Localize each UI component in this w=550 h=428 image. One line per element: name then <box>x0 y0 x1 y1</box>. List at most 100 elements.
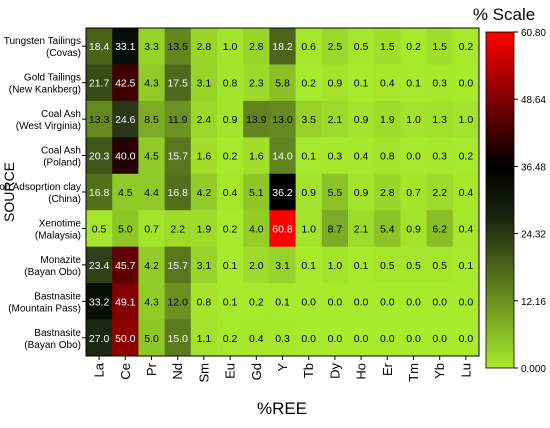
cell-value-label: 5.5 <box>328 187 343 199</box>
row-label-line1: Gold Tailings <box>24 73 81 84</box>
cell-value-label: 2.5 <box>328 41 343 53</box>
cell-value-label: 60.8 <box>272 223 293 235</box>
cell-value-label: 0.1 <box>354 260 369 272</box>
heatmap-cell <box>452 64 480 102</box>
colorbar-ticks: 60.80 48.64 36.48 24.32 12.16 0.000 <box>514 28 546 375</box>
cell-value-label: 1.5 <box>380 41 395 53</box>
heatmap-cell <box>321 173 349 211</box>
cell-value-label: 0.6 <box>301 41 316 53</box>
heatmap-cell <box>374 319 401 357</box>
heatmap-cell <box>452 246 480 284</box>
heatmap-cell <box>374 210 401 248</box>
plot-frame <box>85 27 480 357</box>
cell-value-label: 0.0 <box>301 333 316 345</box>
row-label-line2: (Mountain Pass) <box>8 303 81 314</box>
cell-value-label: 15.7 <box>167 151 188 163</box>
heatmap-cell <box>112 137 139 175</box>
heatmap-cell <box>321 137 349 175</box>
cell-value-label: 0.1 <box>354 78 369 90</box>
cell-value-label: 49.1 <box>115 296 136 308</box>
cell-value-label: 0.2 <box>249 296 264 308</box>
heatmap-cell <box>112 64 139 102</box>
heatmap-cell <box>400 137 427 175</box>
column-label: Yb <box>432 363 447 379</box>
cell-value-label: 0.1 <box>301 260 316 272</box>
cell-value-label: 0.0 <box>328 333 343 345</box>
cell-value-label: 1.9 <box>380 114 395 126</box>
cell-value-label: 40.0 <box>115 151 136 163</box>
heatmap-cell <box>164 64 192 102</box>
heatmap-cell <box>86 28 113 65</box>
heatmap-cell <box>426 210 454 248</box>
colorbar-tick-label: 12.16 <box>521 297 546 308</box>
heatmap-cell <box>269 100 296 138</box>
heatmap-cell <box>295 173 323 211</box>
cell-value-label: 0.3 <box>432 151 447 163</box>
row-label-line1: Coal Ash <box>41 146 81 157</box>
cell-value-label: 0.0 <box>301 296 316 308</box>
heatmap-cell <box>138 283 165 320</box>
heatmap-cell <box>348 283 375 320</box>
column-label: Ce <box>118 363 133 380</box>
heatmap-cells <box>86 28 480 357</box>
heatmap-cell <box>86 64 113 102</box>
cell-value-label: 0.9 <box>406 223 421 235</box>
cell-value-label: 0.0 <box>406 333 421 345</box>
heatmap-cell <box>295 28 323 65</box>
heatmap-cell-labels: 18.4 33.1 3.3 13.5 2.8 1.0 2.8 18.2 0.6 2.5 0.5 1.5… <box>89 41 473 345</box>
cell-value-label: 0.0 <box>328 296 343 308</box>
heatmap-cell <box>217 283 244 320</box>
cell-value-label: 1.6 <box>197 151 212 163</box>
heatmap-cell <box>348 246 375 284</box>
heatmap-cell <box>400 210 427 248</box>
cell-value-label: 0.9 <box>328 78 343 90</box>
heatmap-cell <box>321 283 349 320</box>
heatmap-cell <box>190 210 218 248</box>
heatmap-cell <box>374 246 401 284</box>
heatmap-cell <box>138 319 165 357</box>
heatmap-cell <box>243 283 270 320</box>
cell-value-label: 0.5 <box>406 260 421 272</box>
heatmap-cell <box>426 246 454 284</box>
cell-value-label: 0.4 <box>223 187 238 199</box>
cell-value-label: 13.0 <box>272 114 293 126</box>
heatmap-cell <box>190 64 218 102</box>
cell-value-label: 1.6 <box>249 151 264 163</box>
cell-value-label: 24.6 <box>115 114 136 126</box>
cell-value-label: 45.7 <box>115 260 136 272</box>
heatmap-cell <box>243 100 270 138</box>
heatmap-cell <box>243 64 270 102</box>
cell-value-label: 0.0 <box>354 296 369 308</box>
cell-value-label: 5.0 <box>144 333 159 345</box>
cell-value-label: 0.3 <box>275 333 290 345</box>
heatmap-cell <box>295 64 323 102</box>
cell-value-label: 0.5 <box>432 260 447 272</box>
heatmap-cell <box>400 246 427 284</box>
heatmap-cell <box>164 137 192 175</box>
heatmap-cell <box>217 28 244 65</box>
cell-value-label: 0.4 <box>459 223 474 235</box>
heatmap-cell <box>452 283 480 320</box>
row-label-line2: (Bayan Obo) <box>24 340 81 351</box>
cell-value-label: 0.3 <box>328 151 343 163</box>
cell-value-label: 4.5 <box>144 151 159 163</box>
heatmap-cell <box>112 319 139 357</box>
column-label: Nd <box>170 363 185 380</box>
heatmap-cell <box>374 100 401 138</box>
heatmap-cell <box>269 210 296 248</box>
heatmap-cell <box>138 64 165 102</box>
row-label-line1: Bastnasite <box>34 291 81 302</box>
heatmap-cell <box>243 210 270 248</box>
column-label: Ho <box>354 363 369 380</box>
heatmap-cell <box>452 100 480 138</box>
heatmap-cell <box>269 246 296 284</box>
heatmap-cell <box>269 137 296 175</box>
cell-value-label: 4.5 <box>118 187 133 199</box>
heatmap-cell <box>217 319 244 357</box>
cell-value-label: 2.0 <box>249 260 264 272</box>
cell-value-label: 0.2 <box>459 41 474 53</box>
heatmap-cell <box>86 137 113 175</box>
heatmap-cell <box>295 319 323 357</box>
cell-value-label: 0.5 <box>92 223 107 235</box>
heatmap-cell <box>164 319 192 357</box>
